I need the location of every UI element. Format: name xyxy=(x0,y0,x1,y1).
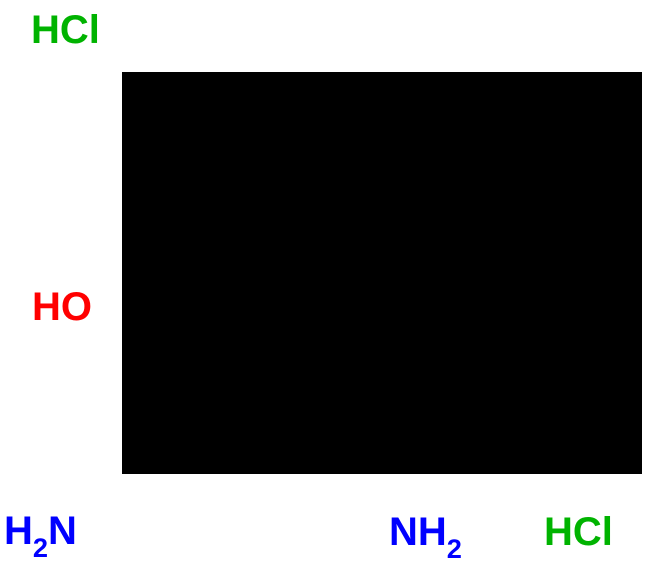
label-ho: HO xyxy=(32,285,92,330)
label-hcl-top: HCl xyxy=(31,8,100,53)
label-nh2: NH2 xyxy=(389,510,462,561)
molecule-skeleton xyxy=(122,72,642,474)
label-h2n: H2N xyxy=(4,509,77,560)
label-hcl-bottom: HCl xyxy=(544,510,613,555)
